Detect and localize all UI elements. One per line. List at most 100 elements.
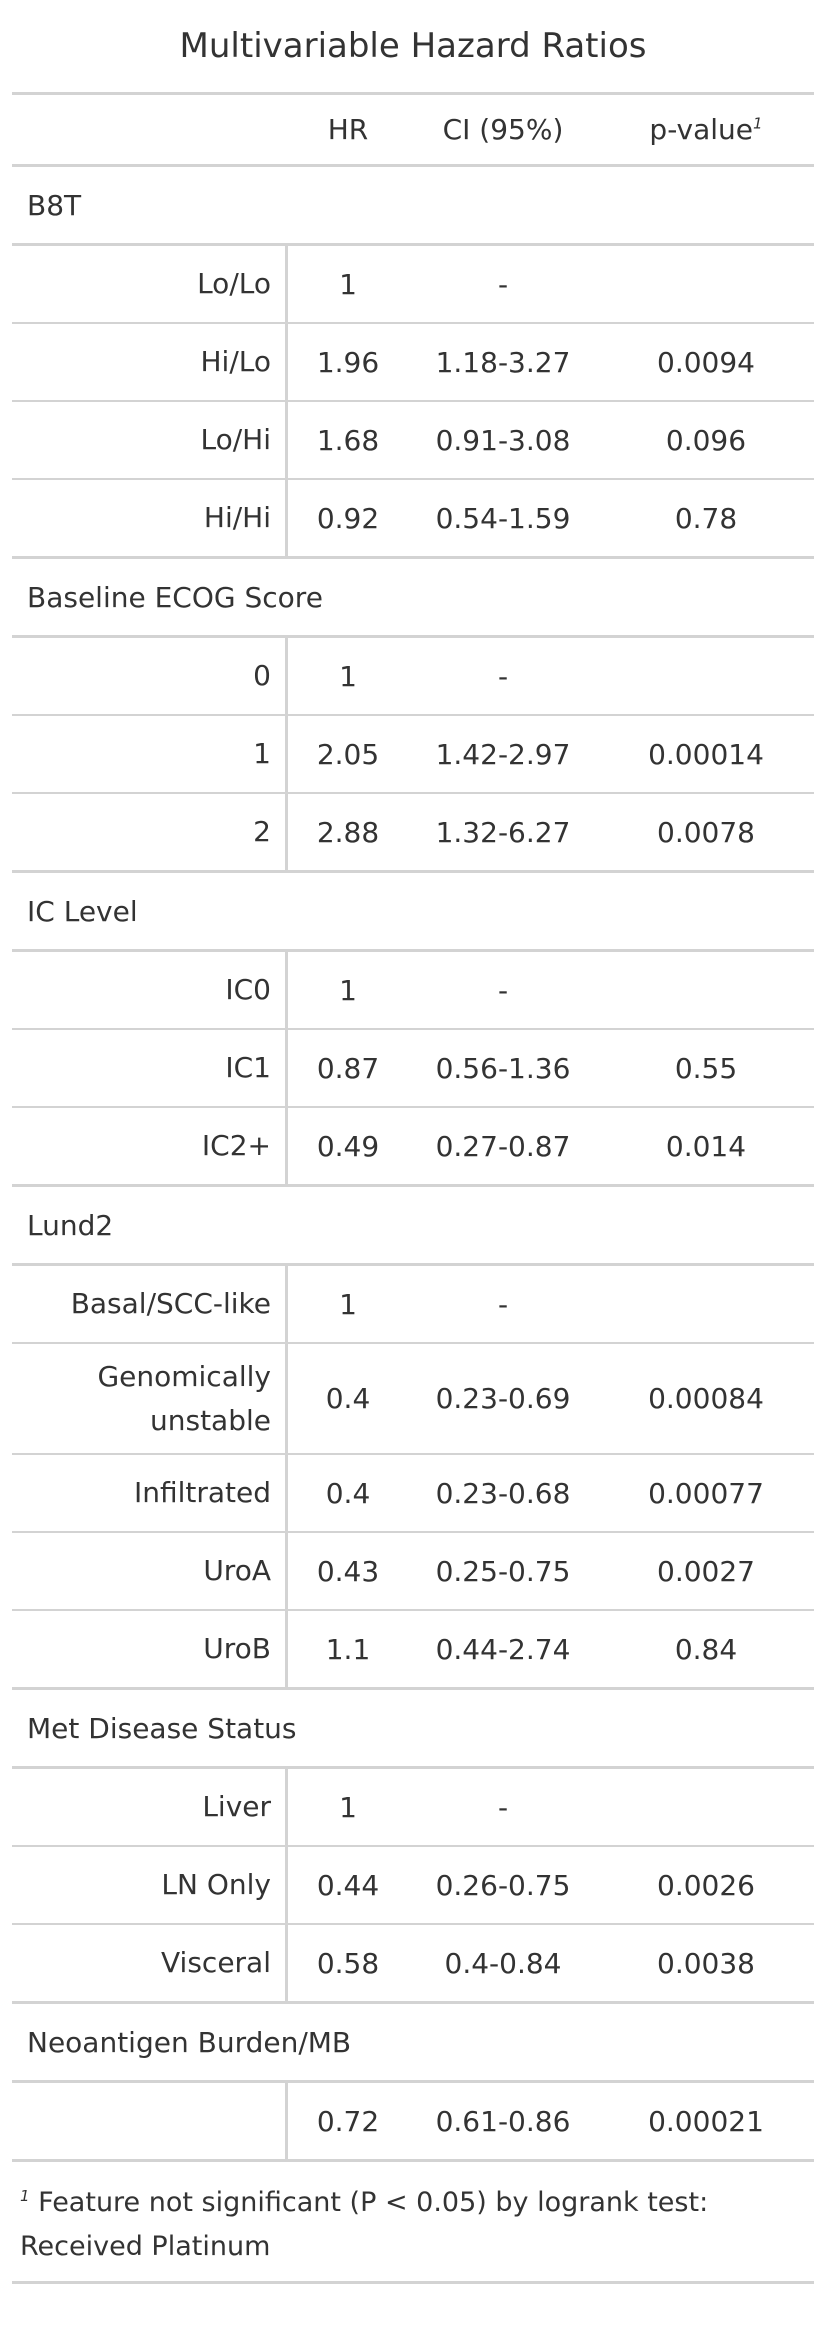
- p-value-cell: 0.55: [674, 1051, 738, 1085]
- table-row: UroB 1.1 0.44-2.74 0.84: [12, 1611, 814, 1690]
- ci-cell: 0.44-2.74: [435, 1632, 571, 1666]
- row-label: Hi/Lo: [12, 324, 288, 400]
- table-row: Genomically unstable 0.4 0.23-0.69 0.00084: [12, 1344, 814, 1455]
- table-body: B8T Lo/Lo 1 - Hi/Lo 1.96 1.18-3.27 0.0094 Lo/Hi 1…: [12, 167, 814, 2162]
- ci-cell: -: [497, 1287, 509, 1321]
- hr-cell: 0.58: [316, 1946, 380, 1980]
- hr-cell: 1: [339, 973, 357, 1007]
- hr-cell: 0.43: [316, 1554, 380, 1588]
- group-header: Baseline ECOG Score: [12, 559, 814, 638]
- ci-cell: -: [497, 267, 509, 301]
- row-label: Basal/SCC-like: [12, 1266, 288, 1342]
- row-label: LN Only: [12, 1847, 288, 1923]
- p-value-cell: 0.78: [674, 501, 738, 535]
- hr-cell: 0.72: [316, 2104, 380, 2138]
- hr-cell: 1: [339, 1790, 357, 1824]
- row-label: UroB: [12, 1611, 288, 1687]
- hr-cell: 1: [339, 1287, 357, 1321]
- ci-cell: -: [497, 973, 509, 1007]
- table-footnote: 1 Feature not significant (P < 0.05) by …: [12, 2162, 814, 2284]
- ci-cell: 0.23-0.68: [435, 1476, 571, 1510]
- table-row: Hi/Lo 1.96 1.18-3.27 0.0094: [12, 324, 814, 402]
- hr-cell: 1: [339, 267, 357, 301]
- ci-cell: -: [497, 1790, 509, 1824]
- row-label: IC0: [12, 952, 288, 1028]
- hr-cell: 2.05: [316, 737, 380, 771]
- ci-cell: 0.91-3.08: [435, 423, 571, 457]
- row-label: Lo/Hi: [12, 402, 288, 478]
- row-label: Lo/Lo: [12, 246, 288, 322]
- hr-cell: 0.49: [316, 1129, 380, 1163]
- p-value-cell: 0.00021: [648, 2104, 764, 2138]
- ci-cell: 0.26-0.75: [435, 1868, 571, 1902]
- row-label: UroA: [12, 1533, 288, 1609]
- ci-cell: 1.18-3.27: [435, 345, 571, 379]
- ci-cell: 0.56-1.36: [435, 1051, 571, 1085]
- table-row: UroA 0.43 0.25-0.75 0.0027: [12, 1533, 814, 1611]
- table-row: IC2+ 0.49 0.27-0.87 0.014: [12, 1108, 814, 1187]
- table-row: 1 2.05 1.42-2.97 0.00014: [12, 716, 814, 794]
- footnote-text: Feature not significant (P < 0.05) by lo…: [20, 2187, 709, 2262]
- row-label: Liver: [12, 1769, 288, 1845]
- ci-cell: 0.27-0.87: [435, 1129, 571, 1163]
- table-row: 2 2.88 1.32-6.27 0.0078: [12, 794, 814, 873]
- group-header: Met Disease Status: [12, 1690, 814, 1769]
- table-row: Hi/Hi 0.92 0.54-1.59 0.78: [12, 480, 814, 559]
- row-label: 0: [12, 638, 288, 714]
- row-label: Genomically unstable: [12, 1344, 288, 1453]
- hr-cell: 0.92: [316, 501, 380, 535]
- p-value-cell: 0.0078: [657, 815, 755, 849]
- table-row: Lo/Hi 1.68 0.91-3.08 0.096: [12, 402, 814, 480]
- p-value-cell: 0.0026: [657, 1868, 755, 1902]
- ci-cell: 0.61-0.86: [435, 2104, 571, 2138]
- row-label: 2: [12, 794, 288, 870]
- ci-cell: 0.23-0.69: [435, 1382, 571, 1415]
- table-row: Visceral 0.58 0.4-0.84 0.0038: [12, 1925, 814, 2004]
- header-p-value-label: p-value: [649, 113, 754, 146]
- p-value-cell: 0.0094: [657, 345, 755, 379]
- row-label: IC1: [12, 1030, 288, 1106]
- hazard-ratio-table: Multivariable Hazard Ratios HR CI (95%) …: [12, 0, 814, 2284]
- group-header: B8T: [12, 167, 814, 246]
- group-header: Lund2: [12, 1187, 814, 1266]
- p-value-cell: 0.00084: [648, 1382, 764, 1415]
- ci-cell: 0.25-0.75: [435, 1554, 571, 1588]
- footnote-mark: 1: [20, 2187, 30, 2205]
- row-label: Visceral: [12, 1925, 288, 2001]
- hr-cell: 1: [339, 659, 357, 693]
- hr-cell: 1.96: [316, 345, 380, 379]
- p-value-cell: 0.0027: [657, 1554, 755, 1588]
- table-row: Infiltrated 0.4 0.23-0.68 0.00077: [12, 1455, 814, 1533]
- hr-cell: 1.68: [316, 423, 380, 457]
- table-row: Basal/SCC-like 1 -: [12, 1266, 814, 1344]
- table-row: 0.72 0.61-0.86 0.00021: [12, 2083, 814, 2162]
- p-value-cell: 0.84: [674, 1632, 738, 1666]
- hr-cell: 2.88: [316, 815, 380, 849]
- table-header-row: HR CI (95%) p-value1: [12, 95, 814, 167]
- row-label: IC2+: [12, 1108, 288, 1184]
- hr-cell: 0.4: [325, 1382, 371, 1415]
- group-header: IC Level: [12, 873, 814, 952]
- table-row: Lo/Lo 1 -: [12, 246, 814, 324]
- table-row: 0 1 -: [12, 638, 814, 716]
- table-title: Multivariable Hazard Ratios: [12, 0, 814, 95]
- hr-cell: 1.1: [325, 1632, 371, 1666]
- table-row: IC1 0.87 0.56-1.36 0.55: [12, 1030, 814, 1108]
- ci-cell: 0.54-1.59: [435, 501, 571, 535]
- hr-cell: 0.4: [325, 1476, 371, 1510]
- ci-cell: 0.4-0.84: [444, 1946, 562, 1980]
- p-value-cell: 0.096: [665, 423, 747, 457]
- table-row: IC0 1 -: [12, 952, 814, 1030]
- p-value-cell: 0.00014: [648, 737, 764, 771]
- table-row: LN Only 0.44 0.26-0.75 0.0026: [12, 1847, 814, 1925]
- header-p-value: p-value1: [598, 113, 814, 146]
- p-value-cell: 0.014: [665, 1129, 747, 1163]
- hr-cell: 0.87: [316, 1051, 380, 1085]
- p-value-cell: 0.0038: [657, 1946, 755, 1980]
- header-footnote-mark: 1: [753, 114, 763, 133]
- header-hr: HR: [327, 113, 369, 146]
- group-header: Neoantigen Burden/MB: [12, 2004, 814, 2083]
- ci-cell: -: [497, 659, 509, 693]
- row-label: Infiltrated: [12, 1455, 288, 1531]
- row-label: 1: [12, 716, 288, 792]
